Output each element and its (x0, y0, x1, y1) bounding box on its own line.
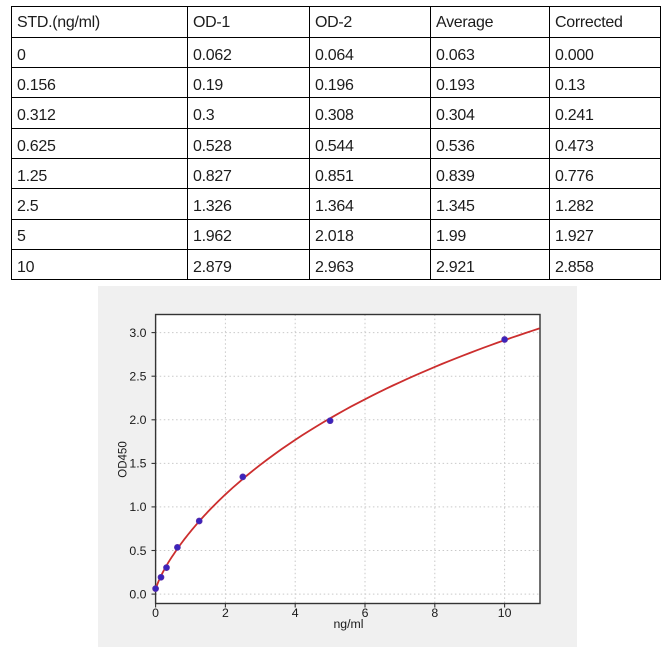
svg-text:0: 0 (152, 606, 159, 620)
svg-text:10: 10 (498, 606, 512, 620)
svg-text:4: 4 (292, 606, 299, 620)
svg-text:6: 6 (362, 606, 369, 620)
svg-text:2.5: 2.5 (129, 370, 146, 384)
svg-text:0.5: 0.5 (129, 544, 146, 558)
svg-text:1.0: 1.0 (129, 500, 146, 514)
svg-text:3.0: 3.0 (129, 326, 146, 340)
svg-text:2.0: 2.0 (129, 413, 146, 427)
svg-text:8: 8 (431, 606, 438, 620)
svg-text:0.0: 0.0 (129, 587, 146, 601)
svg-text:2: 2 (222, 606, 229, 620)
svg-text:OD450: OD450 (118, 441, 130, 477)
svg-text:ng/ml: ng/ml (333, 617, 363, 631)
svg-text:1.5: 1.5 (129, 457, 146, 471)
